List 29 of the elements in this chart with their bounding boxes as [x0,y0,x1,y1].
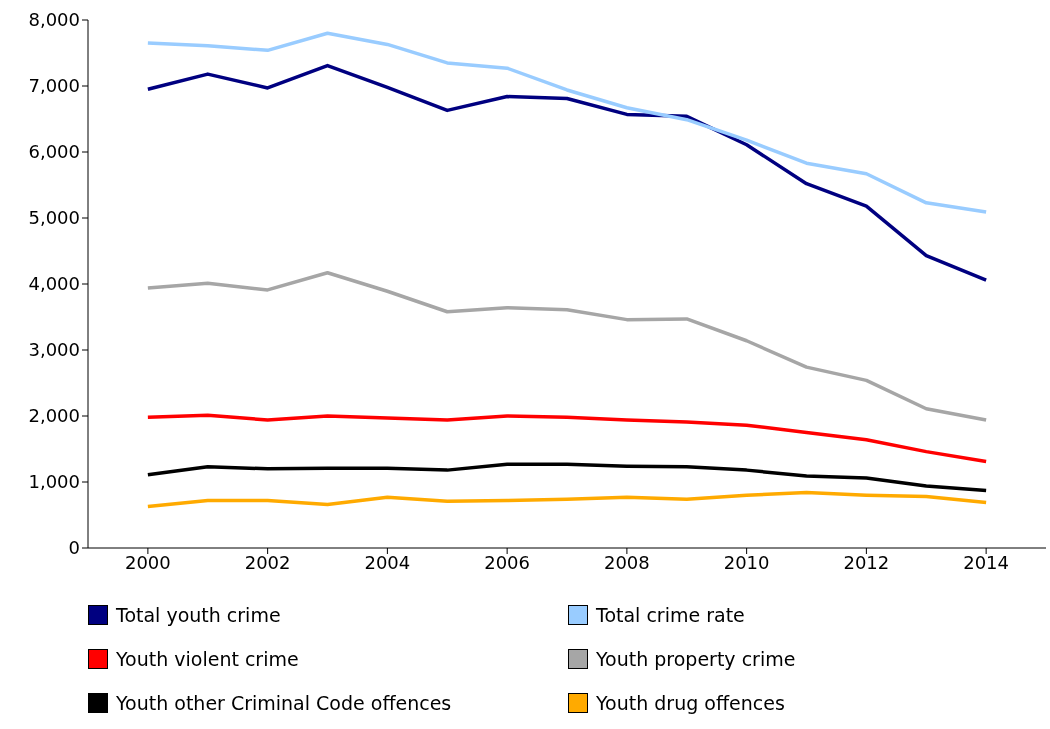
line-series [146,490,988,509]
legend-label: Total crime rate [596,604,745,626]
y-tick-label: 2,000 [28,405,80,427]
x-tick-label: 2008 [603,551,650,573]
legend-label: Youth other Criminal Code offences [116,692,452,714]
x-tick-label: 2000 [124,551,171,573]
y-tick-label: 0 [68,537,80,559]
y-tick-label: 3,000 [28,339,80,361]
y-tick-label: 6,000 [28,141,80,163]
y-tick-label: 8,000 [28,9,80,31]
y-tick-label: 4,000 [28,273,80,295]
line-series [146,413,988,464]
legend-label: Youth drug offences [596,692,785,714]
y-tick-label: 5,000 [28,207,80,229]
line-series [146,462,988,493]
line-series [146,271,988,422]
x-tick-label: 2004 [364,551,411,573]
legend-label: Youth violent crime [116,648,299,670]
y-tick-label: 1,000 [28,471,80,493]
line-series [146,63,988,282]
legend-label: Youth property crime [596,648,796,670]
y-tick-label: 7,000 [28,75,80,97]
line-series [146,31,988,214]
legend-label: Total youth crime [116,604,281,626]
x-tick-label: 2006 [484,551,531,573]
x-tick-label: 2002 [244,551,291,573]
x-tick-label: 2014 [963,551,1010,573]
x-tick-label: 2010 [723,551,770,573]
x-tick-label: 2012 [843,551,890,573]
